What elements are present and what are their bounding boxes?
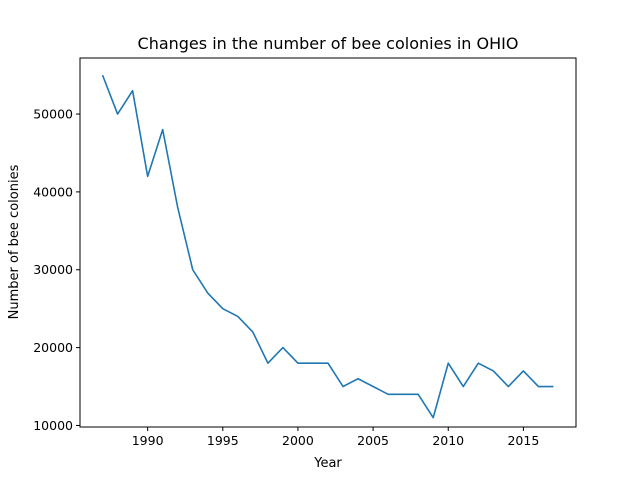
y-tick-label: 40000	[33, 184, 73, 199]
plot-area	[79, 57, 577, 428]
y-axis-ticks: 10000 20000 30000 40000 50000	[33, 107, 80, 433]
x-tick-label: 2015	[507, 433, 539, 448]
x-tick-label: 2005	[357, 433, 389, 448]
x-tick-label: 1990	[132, 433, 164, 448]
x-axis-label: Year	[313, 456, 342, 471]
y-tick-label: 20000	[33, 340, 73, 355]
x-tick-label: 2010	[432, 433, 464, 448]
axes-frame	[79, 57, 577, 428]
y-axis-label: Number of bee colonies	[7, 164, 22, 319]
y-tick-label: 10000	[33, 418, 73, 433]
x-axis-ticks: 1990 1995 2000 2005 2010 2015	[132, 427, 539, 448]
chart-title: Changes in the number of bee colonies in…	[138, 34, 519, 53]
x-tick-label: 1995	[207, 433, 239, 448]
x-tick-label: 2000	[282, 433, 314, 448]
y-tick-label: 30000	[33, 262, 73, 277]
y-tick-label: 50000	[33, 107, 73, 122]
series-line-0	[101, 74, 554, 419]
